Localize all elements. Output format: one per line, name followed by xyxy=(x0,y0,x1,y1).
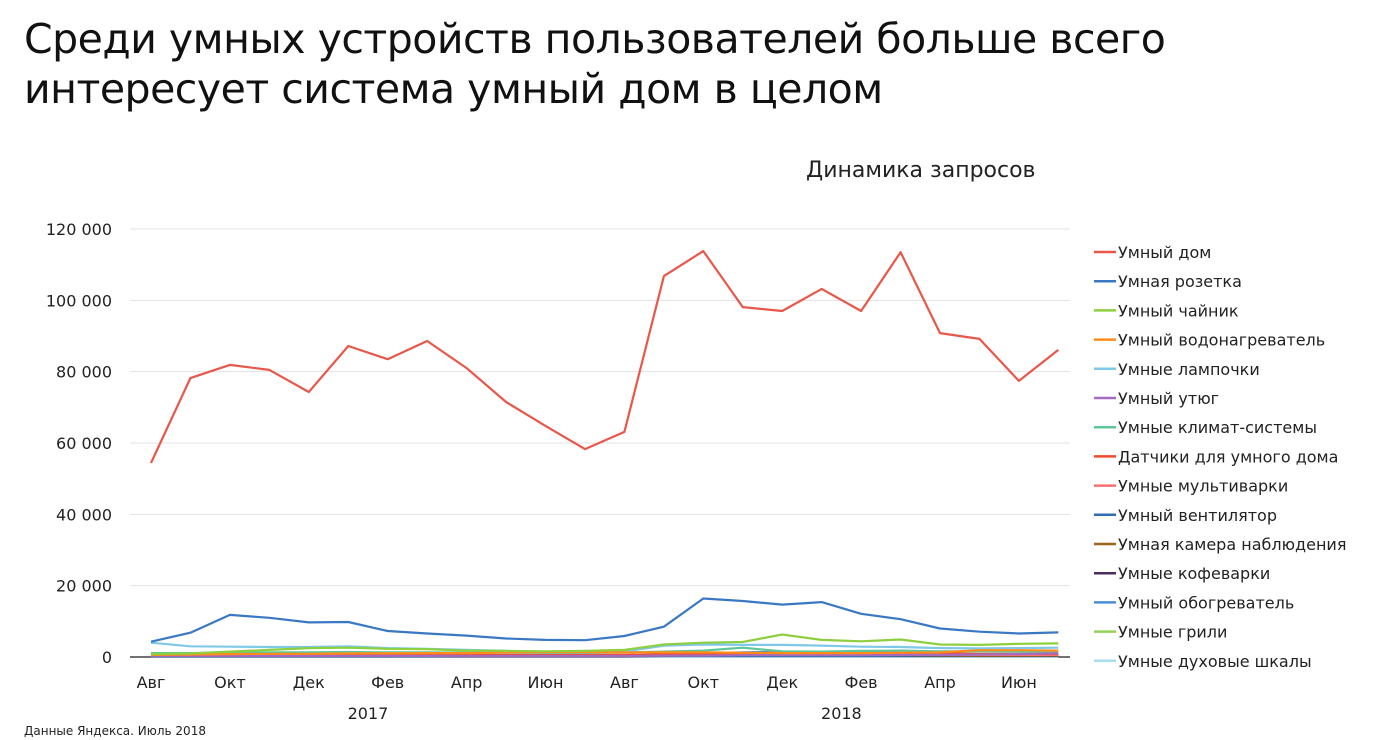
x-tick-label: Окт xyxy=(214,673,246,692)
legend-item: Умные кофеварки xyxy=(1094,564,1270,583)
x-tick-label: Дек xyxy=(293,673,325,692)
legend-label: Умные климат-системы xyxy=(1118,418,1317,437)
y-tick-label: 100 000 xyxy=(46,291,112,310)
y-tick-label: 120 000 xyxy=(46,220,112,239)
series-lines xyxy=(150,250,1059,658)
y-tick-label: 0 xyxy=(102,648,112,667)
legend-label: Умный водонагреватель xyxy=(1118,331,1325,350)
legend-label: Умные мультиварки xyxy=(1118,477,1288,496)
y-tick-label: 20 000 xyxy=(56,577,112,596)
x-tick-label: Окт xyxy=(688,673,720,692)
legend-item: Умный утюг xyxy=(1094,389,1219,408)
legend-label: Умный утюг xyxy=(1118,389,1219,408)
x-tick-label: Авг xyxy=(137,673,166,692)
legend-label: Датчики для умного дома xyxy=(1118,447,1338,466)
x-tick-label: Фев xyxy=(371,673,404,692)
legend-item: Умный обогреватель xyxy=(1094,593,1294,612)
legend-label: Умные грили xyxy=(1118,623,1227,642)
legend: Умный дом Умная розетка Умный чайник Умный … xyxy=(1094,243,1346,671)
legend-item: Умные духовые шкалы xyxy=(1094,652,1312,671)
y-tick-label: 40 000 xyxy=(56,505,112,524)
legend-label: Умные кофеварки xyxy=(1118,564,1270,583)
legend-label: Умные духовые шкалы xyxy=(1118,652,1312,671)
legend-item: Умная камера наблюдения xyxy=(1094,535,1346,554)
series-line xyxy=(150,250,1059,464)
legend-label: Умный чайник xyxy=(1118,301,1239,320)
x-year-label: 2018 xyxy=(821,704,862,723)
legend-label: Умный обогреватель xyxy=(1118,593,1294,612)
chart-title: Динамика запросов xyxy=(806,158,1036,183)
y-axis: 0 20 000 40 000 60 000 80 000 100 000 120 000 xyxy=(46,220,112,667)
x-tick-label: Авг xyxy=(610,673,639,692)
page-title: Среди умных устройств пользователей боль… xyxy=(24,15,1166,113)
legend-label: Умная розетка xyxy=(1118,272,1242,291)
x-tick-label: Дек xyxy=(766,673,798,692)
legend-item: Умные лампочки xyxy=(1094,360,1260,379)
legend-item: Умный чайник xyxy=(1094,301,1239,320)
x-tick-label: Фев xyxy=(845,673,878,692)
series-line xyxy=(151,652,1059,658)
legend-item: Умный вентилятор xyxy=(1094,506,1277,525)
series-line xyxy=(150,633,1059,656)
source-note: Данные Яндекса. Июль 2018 xyxy=(24,724,206,738)
legend-item: Умный водонагреватель xyxy=(1094,331,1325,350)
x-tick-label: Июн xyxy=(528,673,564,692)
legend-item: Датчики для умного дома xyxy=(1094,447,1338,466)
x-year-label: 2017 xyxy=(348,704,389,723)
legend-label: Умные лампочки xyxy=(1118,360,1260,379)
x-tick-label: Апр xyxy=(451,673,483,692)
y-tick-label: 60 000 xyxy=(56,434,112,453)
legend-item: Умные мультиварки xyxy=(1094,477,1288,496)
legend-label: Умная камера наблюдения xyxy=(1118,535,1346,554)
legend-item: Умные климат-системы xyxy=(1094,418,1317,437)
legend-item: Умные грили xyxy=(1094,623,1227,642)
series-line xyxy=(150,649,1059,656)
x-tick-label: Июн xyxy=(1001,673,1037,692)
legend-item: Умный дом xyxy=(1094,243,1211,262)
x-tick-label: Апр xyxy=(924,673,956,692)
legend-item: Умная розетка xyxy=(1094,272,1242,291)
series-line xyxy=(150,597,1059,643)
legend-label: Умный дом xyxy=(1118,243,1211,262)
legend-label: Умный вентилятор xyxy=(1118,506,1277,525)
y-tick-label: 80 000 xyxy=(56,363,112,382)
x-axis: Авг Окт Дек Фев Апр Июн Авг Окт Дек Фев Апр Июн 2017… xyxy=(137,673,1037,723)
